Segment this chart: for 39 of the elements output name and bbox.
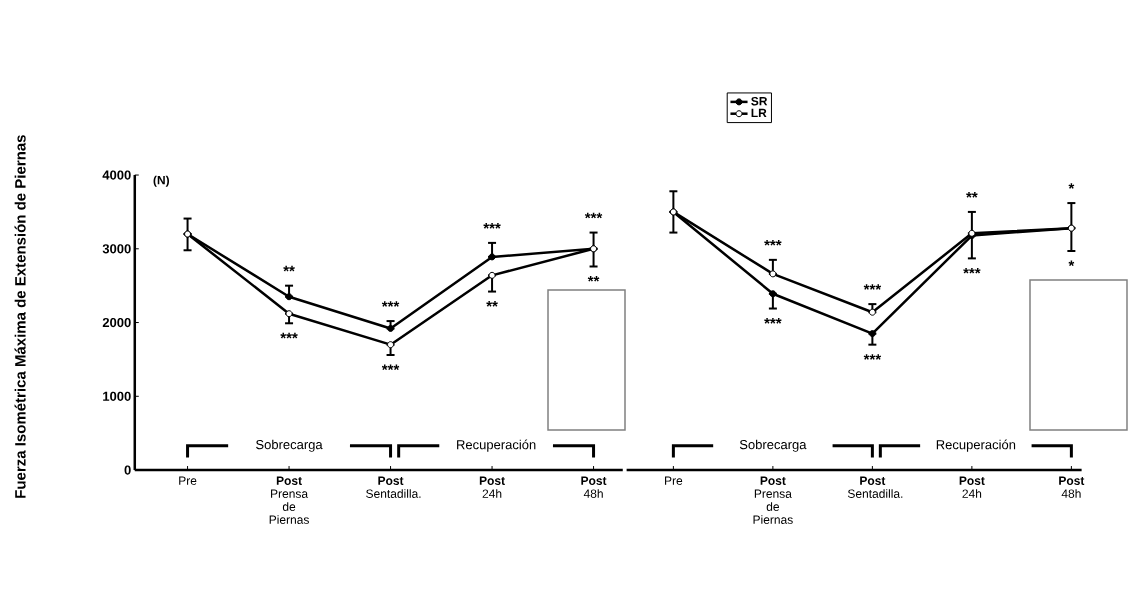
annotation: Sobrecarga <box>256 439 323 452</box>
y-tick-label: 2000 <box>102 317 131 328</box>
annotation: Recuperación <box>936 439 1016 452</box>
annotation: (N) <box>153 175 170 187</box>
annotation: *** <box>381 364 400 371</box>
annotation: *** <box>764 240 782 246</box>
annotation: *** <box>963 267 981 274</box>
y-tick-label: 4000 <box>102 170 131 180</box>
annotation: *** <box>483 223 501 229</box>
annotation: ** <box>283 265 295 272</box>
annotation: *** <box>381 301 400 307</box>
annotation: ** <box>587 276 600 282</box>
annotation: *** <box>280 332 298 339</box>
annotation: *** <box>863 284 882 290</box>
x-tick-label: Pre <box>665 476 683 485</box>
x-tick-label: Post Sentadilla. <box>366 476 421 498</box>
x-tick-label: Pre <box>179 476 197 485</box>
y-tick-label: 1000 <box>103 391 131 401</box>
x-tick-label: Post 48h <box>581 476 607 498</box>
x-tick-label: Post 24h <box>959 476 985 498</box>
annotation: *** <box>863 354 882 360</box>
legend-label: SR <box>751 96 768 106</box>
annotation: * <box>1068 260 1075 267</box>
x-tick-label: Post Prensa de Piernas <box>269 476 309 524</box>
x-tick-label: Post Prensa de Piernas <box>753 476 793 524</box>
annotation: *** <box>584 212 603 219</box>
y-axis-title: Fuerza Isométrica Máxima de Extensión de Piernas <box>14 135 26 498</box>
annotation: Recuperación <box>457 439 536 452</box>
x-tick-label: Post 48h <box>1059 476 1085 498</box>
annotation: * <box>1068 183 1075 189</box>
annotation: Sobrecarga <box>739 439 807 452</box>
y-tick-label: 0 <box>124 465 131 475</box>
annotation: ** <box>966 192 978 198</box>
legend-label: LR <box>751 108 767 118</box>
x-tick-label: Post 24h <box>479 476 505 498</box>
y-tick-label: 3000 <box>102 244 131 254</box>
x-tick-label: Post Sentadilla. <box>847 476 903 498</box>
annotation: *** <box>764 318 782 324</box>
annotation: ** <box>486 301 498 307</box>
